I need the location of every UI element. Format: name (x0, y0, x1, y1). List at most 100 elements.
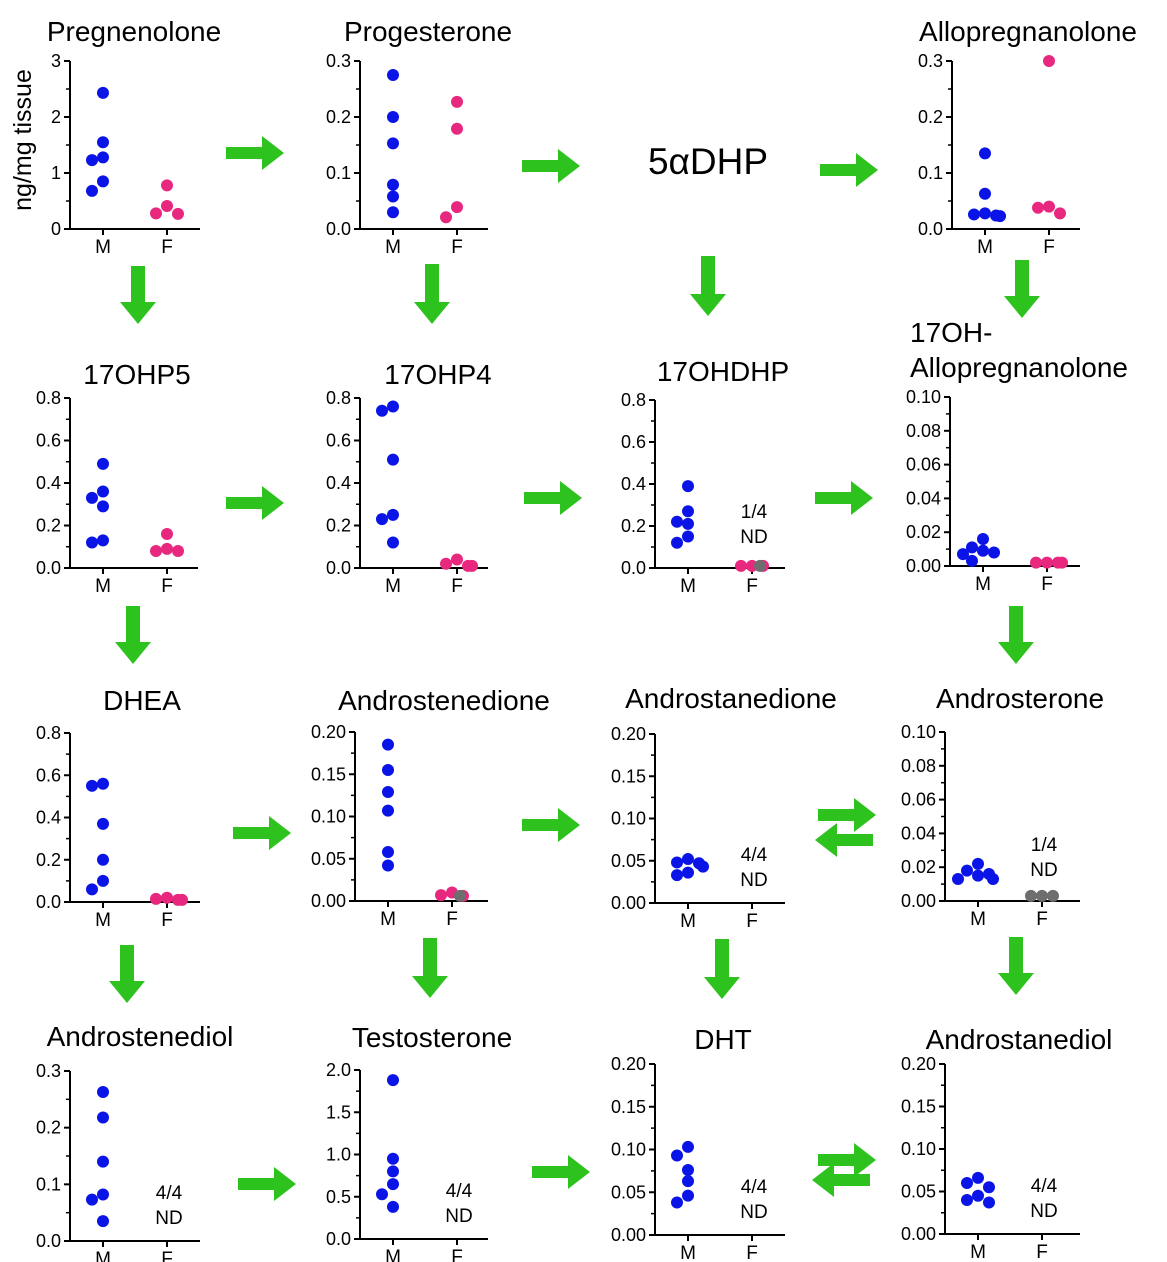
point-male (671, 869, 683, 882)
chart-title: Androstanediol (926, 1024, 1113, 1055)
point-male (972, 869, 984, 882)
point-male (961, 1194, 973, 1206)
point-male (682, 1175, 694, 1188)
point-male (957, 548, 969, 561)
right-arrow (818, 798, 876, 832)
point-female (1056, 556, 1068, 569)
point-female (1043, 200, 1055, 213)
y-tick-label: 0.20 (611, 724, 646, 744)
y-tick-label: 0.1 (326, 163, 351, 183)
chart-title: Testosterone (352, 1022, 512, 1053)
annotation-text: ND (155, 1208, 182, 1229)
point-male (671, 856, 683, 869)
annotation-text: 1/4 (741, 502, 768, 523)
point-male (682, 480, 694, 493)
point-male (97, 777, 109, 790)
point-male (97, 534, 109, 547)
point-male (977, 544, 989, 557)
y-tick-label: 0.6 (36, 431, 61, 451)
down-arrow (998, 937, 1034, 995)
point-male (682, 1164, 694, 1177)
point-female (1043, 55, 1055, 67)
point-male (387, 69, 399, 81)
point-not-detected (754, 559, 766, 572)
y-tick-label: 0.0 (326, 558, 351, 578)
down-arrow (998, 606, 1034, 664)
point-female (440, 557, 452, 570)
x-tick-label: M (680, 576, 696, 597)
chart-title: Androstanedione (625, 683, 837, 714)
right-arrow (226, 136, 284, 170)
x-tick-label: M (680, 911, 696, 932)
left-arrow (812, 1163, 870, 1197)
x-tick-label: M (975, 574, 991, 595)
down-arrow (109, 945, 145, 1003)
point-female (451, 201, 463, 214)
point-male (387, 137, 399, 150)
right-arrow (524, 481, 582, 515)
y-tick-label: 0.00 (901, 891, 936, 911)
chart-testosterone: Testosterone 0.0 0.5 1.0 1.5 2.0 M F 4/4 ND (326, 1022, 512, 1262)
down-arrow (704, 939, 740, 999)
chart-allopregnanolone: Allopregnanolone 0.0 0.1 0.2 0.3 M F (918, 16, 1137, 258)
point-male (97, 86, 109, 99)
y-tick-label: 0.6 (36, 765, 61, 785)
y-tick-label: 0.2 (36, 516, 61, 536)
y-tick-label: 0.10 (611, 809, 646, 829)
point-male (86, 154, 98, 167)
x-tick-label: F (746, 911, 758, 932)
point-male (682, 853, 694, 866)
y-tick-label: 0.6 (326, 431, 351, 451)
x-tick-label: M (970, 909, 986, 930)
y-tick-label: 0.0 (326, 219, 351, 239)
y-tick-label: 0.05 (611, 1182, 646, 1202)
point-not-detected (1036, 889, 1048, 902)
annotation-text: ND (1030, 1201, 1057, 1222)
chart-androstanedione: Androstanedione 0.00 0.05 0.10 0.15 0.20 M F 4/4… (611, 683, 837, 932)
y-tick-label: 2.0 (326, 1060, 351, 1080)
y-tick-label: 0.08 (901, 756, 936, 776)
point-male (97, 853, 109, 866)
y-tick-label: 0.20 (311, 722, 346, 742)
point-female (161, 891, 173, 904)
point-male (387, 1152, 399, 1165)
point-male (387, 536, 399, 549)
point-male (387, 508, 399, 521)
point-female (1032, 201, 1044, 214)
point-male (376, 1188, 388, 1201)
point-male (961, 1177, 973, 1189)
point-male (682, 866, 694, 879)
point-male (979, 187, 991, 200)
y-tick-label: 0.4 (621, 474, 646, 494)
point-not-detected (1047, 889, 1059, 902)
chart-dht: DHT 0.00 0.05 0.10 0.15 0.20 M F 4/4 ND (611, 1024, 785, 1262)
x-tick-label: F (1036, 1242, 1048, 1262)
point-male (387, 400, 399, 413)
y-tick-label: 0.8 (326, 388, 351, 408)
down-arrow (115, 606, 151, 664)
point-male (387, 1178, 399, 1191)
right-arrow (820, 153, 878, 187)
point-male (97, 817, 109, 830)
point-male (86, 536, 98, 549)
chart-17ohdhp: 17OHDHP 0.0 0.2 0.4 0.6 0.8 M F 1/4 ND (621, 356, 789, 597)
x-tick-label: F (446, 909, 458, 930)
x-tick-label: M (977, 237, 993, 258)
down-arrow (120, 266, 156, 324)
chart-androstenedione: Androstenedione 0.00 0.05 0.10 0.15 0.20 M F (311, 685, 550, 930)
x-tick-label: F (746, 576, 758, 597)
chart-dhea: DHEA 0.0 0.2 0.4 0.6 0.8 M F (36, 685, 200, 931)
y-tick-label: 0.0 (36, 892, 61, 912)
x-tick-label: F (451, 1247, 463, 1262)
x-tick-label: M (680, 1243, 696, 1262)
point-female (161, 528, 173, 540)
point-male (376, 513, 388, 526)
point-male (966, 554, 978, 567)
y-tick-label: 0.06 (901, 790, 936, 810)
y-tick-label: 0.06 (906, 455, 941, 475)
x-tick-label: F (161, 1249, 173, 1262)
x-tick-label: M (380, 909, 396, 930)
point-male (671, 536, 683, 549)
